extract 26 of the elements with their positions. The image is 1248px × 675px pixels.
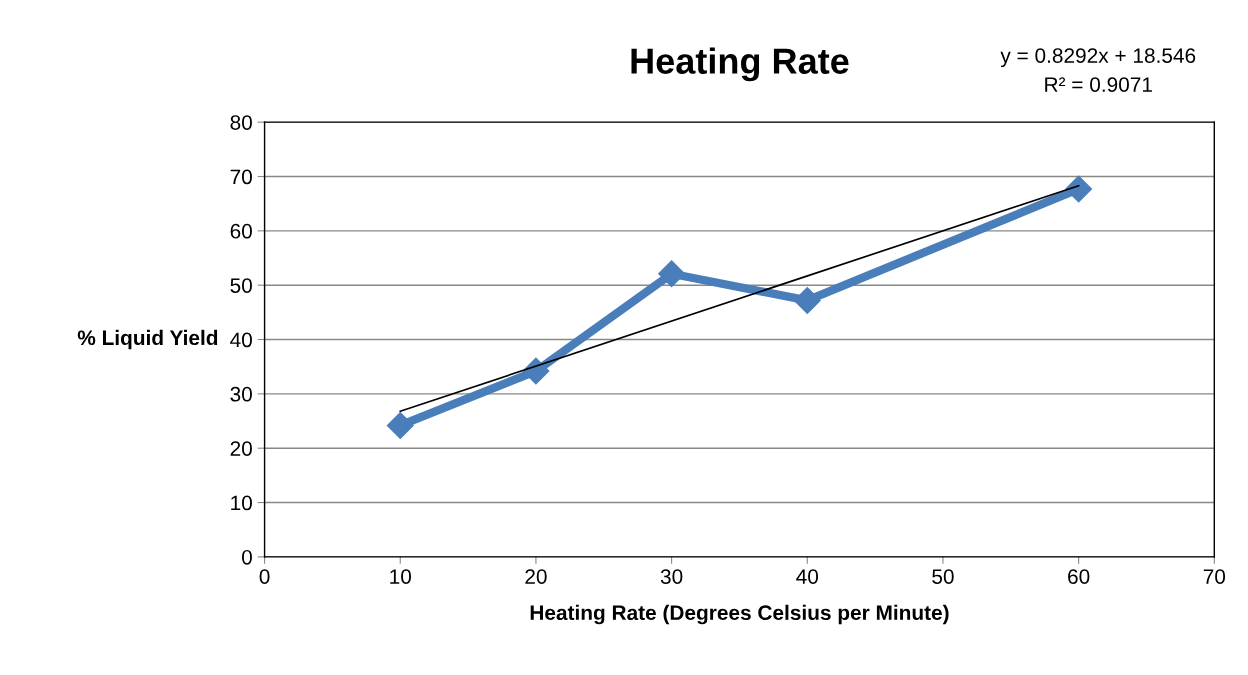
point [1065, 175, 1093, 203]
text: R² = 0.9071 [1045, 77, 1152, 92]
x-tick-label: 30 [660, 569, 683, 584]
x-axis-title: Heating Rate (Degrees Celsius per Minute) [530, 604, 949, 625]
x-tick-label: 10 [390, 569, 412, 584]
y-axis-title: % Liquid Yield [77, 329, 218, 350]
x-tick-label: 40 [796, 569, 819, 584]
x-tick-label: 0 [259, 569, 270, 584]
y-tick-label: 30 [230, 386, 252, 402]
x-tick-label: 70 [1203, 569, 1226, 584]
point [793, 286, 821, 314]
point [386, 411, 414, 439]
y-tick-label: 10 [231, 495, 252, 511]
y-tick-label: 20 [230, 441, 252, 456]
y-tick-label: 60 [230, 223, 252, 239]
point [658, 260, 686, 288]
y-tick-label: 70 [230, 169, 252, 185]
x-tick-label: 20 [525, 569, 547, 584]
y-tick-label: 0 [242, 549, 252, 565]
y-tick-label: 80 [230, 115, 252, 130]
text: y = 0.8292x + 18.546 [1000, 48, 1196, 68]
y-tick-label: 40 [230, 332, 252, 348]
x-tick-label: 50 [932, 569, 954, 584]
x-tick-label: 60 [1068, 569, 1090, 584]
y-tick-label: 50 [230, 278, 252, 293]
chart-title: Heating Rate [631, 47, 849, 82]
